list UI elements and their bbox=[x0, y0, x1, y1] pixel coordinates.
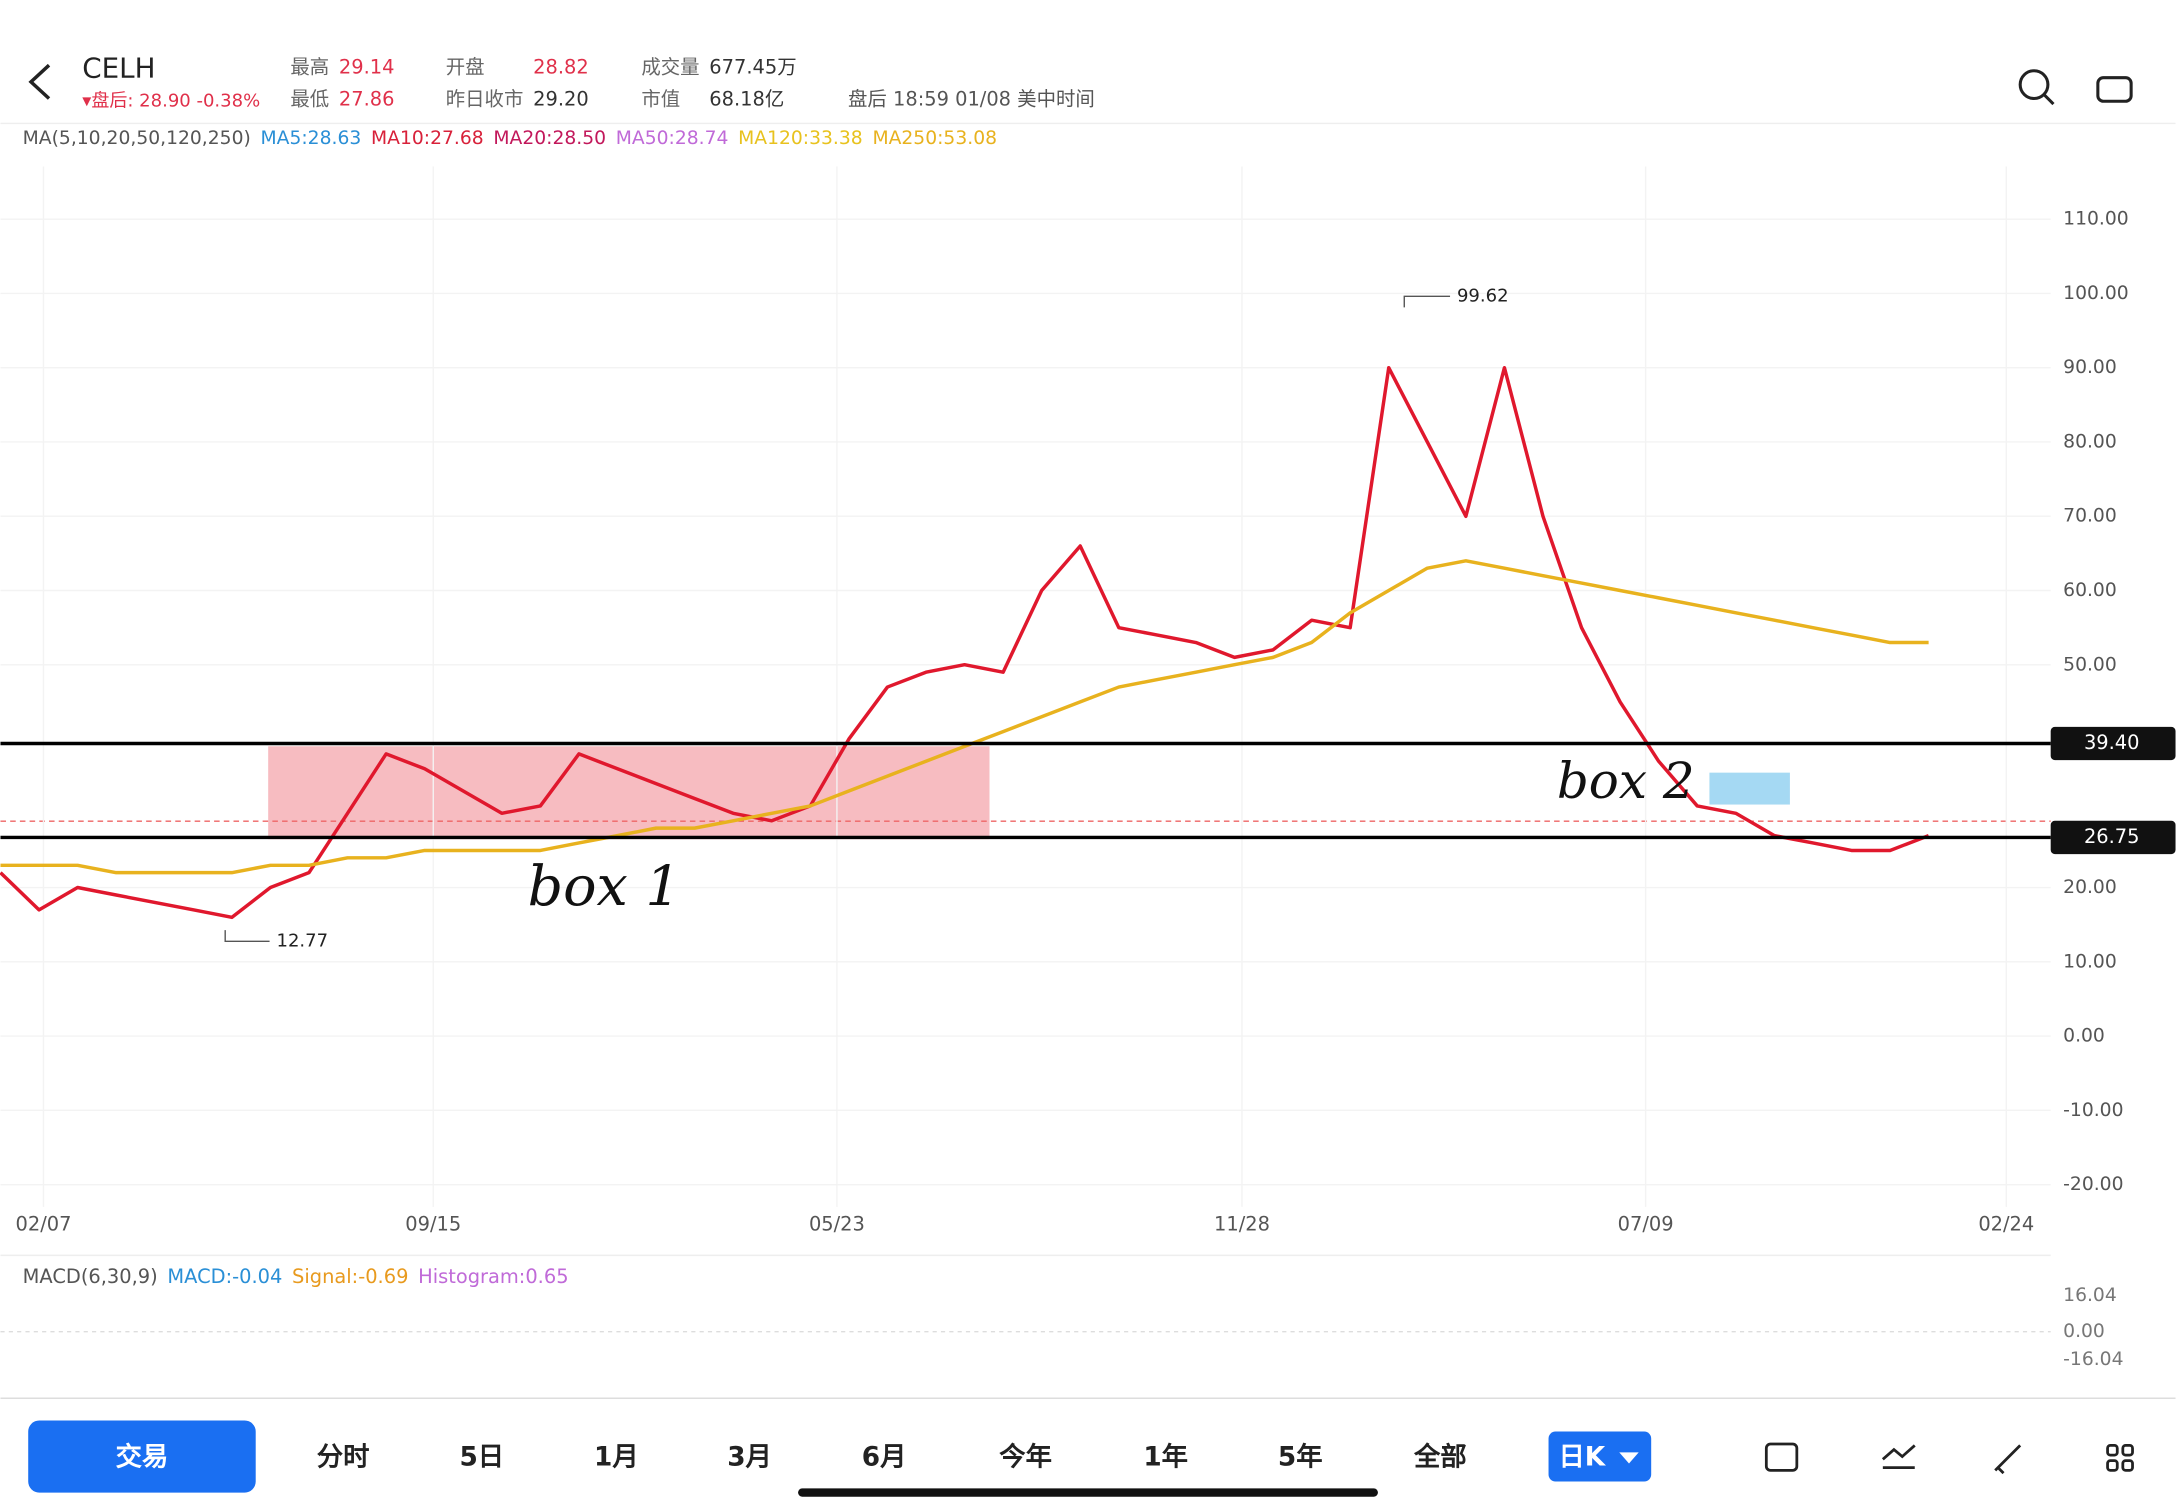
stat-label: 市值 bbox=[641, 87, 680, 110]
macd-tick-label: 16.04 bbox=[2063, 1285, 2117, 1306]
search-icon bbox=[2042, 93, 2055, 106]
stat-value: 68.18亿 bbox=[709, 87, 784, 110]
time: 盘后 18:59 01/08 美中时间 bbox=[848, 87, 1095, 110]
ma-legend: MA20:28.50 bbox=[493, 128, 606, 149]
x-tick-label: 09/15 bbox=[405, 1212, 461, 1235]
search-icon[interactable] bbox=[2018, 69, 2050, 101]
stat-label: 最高 bbox=[290, 55, 329, 78]
stat-value: 28.82 bbox=[533, 55, 589, 78]
macd-legend: Histogram:0.65 bbox=[418, 1265, 568, 1288]
macd-tick-label: 0.00 bbox=[2063, 1321, 2105, 1342]
stat-label: 开盘 bbox=[446, 55, 485, 78]
after-hours: ▾盘后: 28.90 -0.38% bbox=[82, 90, 260, 111]
stat-label: 最低 bbox=[290, 87, 329, 110]
stat-value: 677.45万 bbox=[709, 55, 796, 78]
dropdown-arrow bbox=[1619, 1452, 1639, 1464]
note: box 1 bbox=[528, 855, 681, 919]
tab[interactable]: 1年 bbox=[1143, 1441, 1188, 1472]
rotate-icon[interactable] bbox=[2096, 76, 2133, 103]
box-2-highlight bbox=[1709, 772, 1790, 805]
level-tag bbox=[2050, 820, 2176, 855]
y-tick-label: 0.00 bbox=[2063, 1026, 2105, 1047]
home-indicator bbox=[798, 1488, 1378, 1497]
macd-legend: MACD:-0.04 bbox=[167, 1265, 282, 1288]
ma-legend: MA50:28.74 bbox=[616, 128, 729, 149]
stat-value: 29.20 bbox=[533, 87, 589, 110]
tab[interactable]: 5年 bbox=[1278, 1441, 1323, 1472]
tab[interactable]: 3月 bbox=[727, 1442, 772, 1472]
x-tick-label: 02/07 bbox=[16, 1212, 72, 1235]
price-line bbox=[0, 366, 1930, 920]
level-label: 39.40 bbox=[2084, 731, 2140, 754]
macd-legend: Signal:-0.69 bbox=[292, 1265, 408, 1288]
y-tick-label: 110.00 bbox=[2063, 209, 2129, 230]
ma-legend: MA10:27.68 bbox=[371, 128, 484, 149]
grid-icon[interactable] bbox=[2106, 1444, 2134, 1472]
stat-label: 成交量 bbox=[641, 55, 699, 78]
level-label: 26.75 bbox=[2084, 825, 2140, 848]
tab[interactable]: 分时 bbox=[317, 1442, 370, 1472]
tab[interactable]: 日K bbox=[1558, 1442, 1606, 1472]
low-label: 12.77 bbox=[277, 930, 329, 951]
macd-tick-label: -16.04 bbox=[2063, 1349, 2123, 1370]
high-label: 99.62 bbox=[1457, 285, 1509, 306]
level-tag bbox=[2050, 726, 2176, 761]
box-1-highlight bbox=[268, 746, 990, 840]
y-tick-label: -20.00 bbox=[2063, 1174, 2123, 1195]
x-tick-label: 07/09 bbox=[1618, 1212, 1674, 1235]
indicator-icon[interactable] bbox=[1881, 1444, 1916, 1469]
daily-k-button[interactable] bbox=[1548, 1431, 1652, 1482]
stat-value: 29.14 bbox=[339, 55, 395, 78]
note: box 2 bbox=[1557, 752, 1695, 810]
draw-icon[interactable] bbox=[1994, 1444, 2022, 1475]
tab[interactable]: 6月 bbox=[862, 1442, 907, 1472]
ma-legend: MA120:33.38 bbox=[738, 128, 863, 149]
y-tick-label: 50.00 bbox=[2063, 654, 2117, 675]
macd-legend: MACD(6,30,9) bbox=[23, 1265, 158, 1288]
low-marker bbox=[224, 930, 270, 942]
ma-legend: MA5:28.63 bbox=[261, 128, 362, 149]
y-tick-label: 70.00 bbox=[2063, 506, 2117, 527]
ma-legend: MA(5,10,20,50,120,250) bbox=[23, 128, 251, 149]
stat-value: 27.86 bbox=[339, 87, 395, 110]
y-tick-label: 100.00 bbox=[2063, 283, 2129, 304]
tab[interactable]: 1月 bbox=[594, 1442, 639, 1472]
calendar-icon[interactable] bbox=[1764, 1442, 1799, 1472]
tab[interactable]: 5日 bbox=[459, 1442, 504, 1472]
trade-button[interactable] bbox=[28, 1420, 256, 1493]
tab[interactable]: 今年 bbox=[999, 1441, 1052, 1472]
y-tick-label: 60.00 bbox=[2063, 580, 2117, 601]
back-button[interactable] bbox=[28, 63, 51, 100]
tab[interactable]: 交易 bbox=[116, 1441, 169, 1472]
y-tick-label: -10.00 bbox=[2063, 1100, 2123, 1121]
high-marker bbox=[1403, 295, 1451, 308]
x-tick-label: 11/28 bbox=[1214, 1212, 1270, 1235]
symbol: CELH bbox=[82, 51, 155, 84]
stat-label: 昨日收市 bbox=[446, 87, 524, 110]
ma-legend: MA250:53.08 bbox=[872, 128, 997, 149]
tab[interactable]: 全部 bbox=[1413, 1441, 1467, 1472]
x-tick-label: 02/24 bbox=[1978, 1212, 2034, 1235]
y-tick-label: 10.00 bbox=[2063, 951, 2117, 972]
price-line bbox=[0, 559, 1929, 875]
y-tick-label: 90.00 bbox=[2063, 357, 2117, 378]
y-tick-label: 20.00 bbox=[2063, 877, 2117, 898]
x-tick-label: 05/23 bbox=[809, 1212, 865, 1235]
y-tick-label: 80.00 bbox=[2063, 431, 2117, 452]
